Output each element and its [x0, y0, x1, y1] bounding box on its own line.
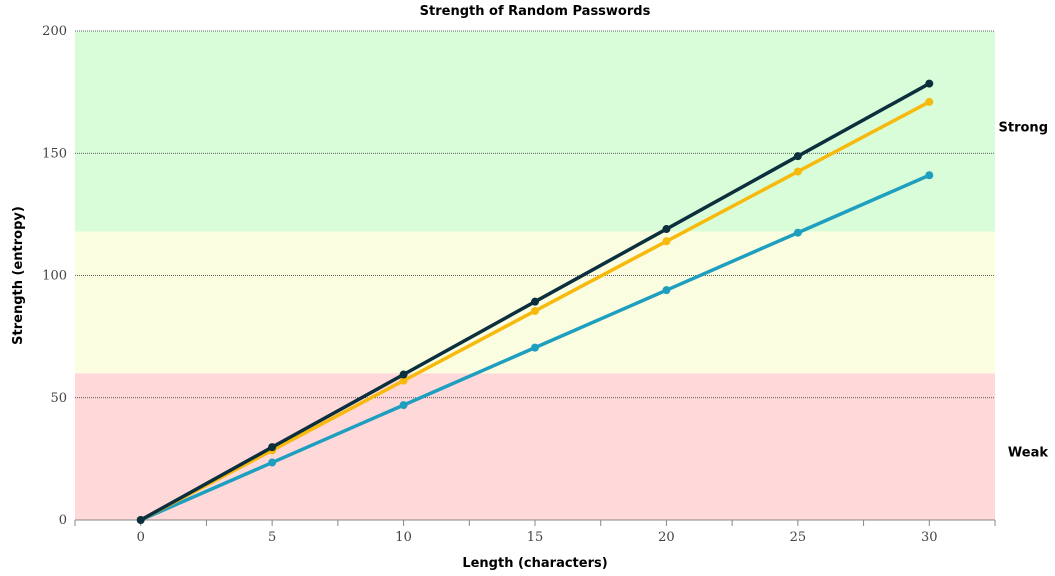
- data-point: [925, 79, 934, 88]
- data-point: [399, 370, 408, 379]
- data-point: [531, 297, 539, 306]
- x-tick-label: 5: [268, 530, 276, 545]
- data-point: [399, 401, 408, 410]
- data-point: [662, 225, 671, 234]
- data-point: [793, 152, 802, 161]
- data-point: [662, 286, 671, 295]
- x-axis-label: Length (characters): [462, 556, 607, 571]
- y-tick-label: 0: [59, 513, 67, 528]
- gridlines: [75, 30, 995, 399]
- x-tick-label: 10: [395, 530, 412, 545]
- x-tick-label: 30: [921, 530, 938, 545]
- data-point: [399, 376, 408, 385]
- y-tick-label: 100: [42, 269, 67, 284]
- x-tick-label: 25: [790, 530, 807, 545]
- y-axis-label: Strength (entropy): [11, 206, 26, 345]
- data-point: [268, 443, 277, 452]
- x-tick-label: 0: [137, 530, 145, 545]
- band-2: [75, 31, 995, 232]
- data-point: [925, 171, 934, 180]
- zone-label-strong: Strong: [999, 120, 1048, 135]
- chart-title: Strength of Random Passwords: [420, 4, 651, 19]
- y-tick-label: 150: [42, 146, 67, 161]
- x-tick-label: 15: [527, 530, 544, 545]
- labels-group: Strength of Random Passwords Length (char…: [11, 4, 1048, 571]
- data-point: [793, 228, 802, 237]
- data-point: [531, 306, 539, 315]
- y-tick-label: 50: [50, 391, 67, 406]
- band-0: [75, 373, 995, 520]
- data-point: [793, 167, 802, 176]
- data-point: [268, 458, 277, 467]
- data-point: [925, 97, 934, 106]
- data-point: [136, 516, 145, 524]
- x-tick-label: 20: [658, 530, 675, 545]
- y-tick-label: 200: [42, 24, 67, 39]
- axes: 0 50 100 150 200 0 5 10 15 20 25 30: [42, 24, 996, 545]
- data-point: [662, 237, 671, 246]
- data-point: [531, 343, 539, 352]
- series-group: [136, 79, 934, 524]
- zone-label-weak: Weak: [1008, 446, 1048, 461]
